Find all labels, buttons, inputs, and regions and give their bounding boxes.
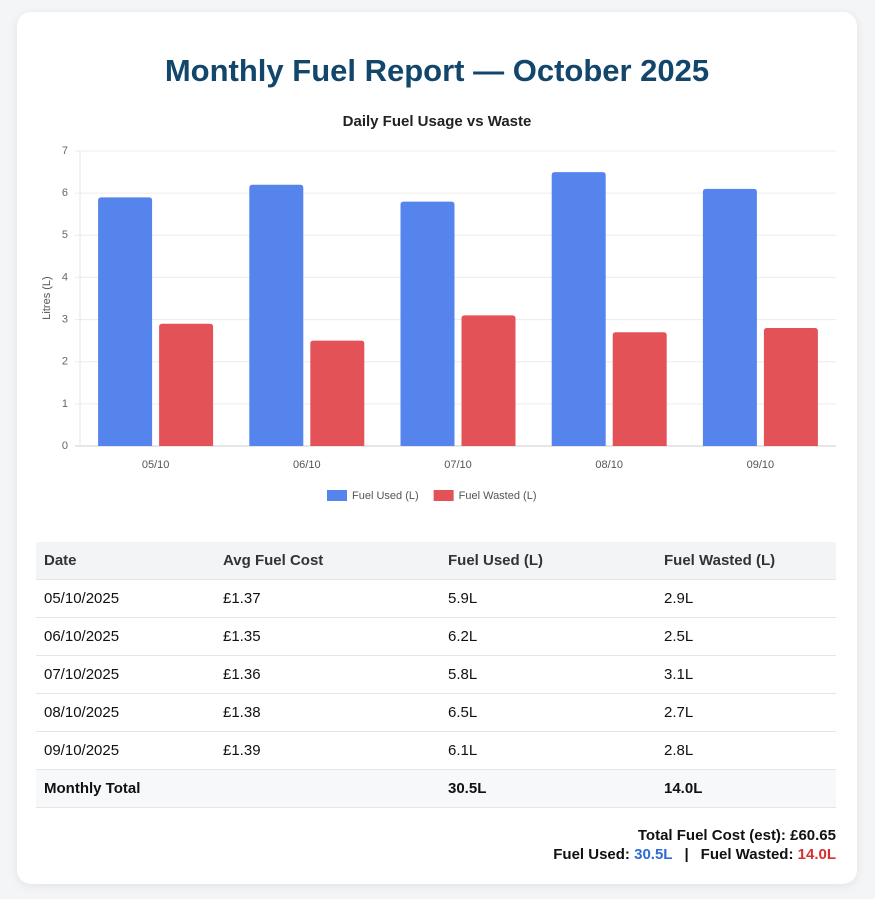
totals-line: Fuel Used: 30.5L | Fuel Wasted: 14.0L	[553, 845, 836, 864]
table-row: 08/10/2025 £1.38 6.5L 2.7L	[36, 693, 836, 732]
total-wasted: 14.0L	[656, 769, 836, 808]
table-row: 05/10/2025 £1.37 5.9L 2.9L	[36, 579, 836, 618]
legend-label: Fuel Used (L)	[352, 490, 419, 502]
table-cell: £1.35	[215, 617, 440, 656]
bar	[159, 323, 214, 446]
bar	[551, 172, 606, 447]
y-tick-label: 3	[62, 313, 68, 325]
table-cell: 3.1L	[656, 655, 836, 694]
column-header: Fuel Used (L)	[440, 542, 656, 580]
wasted-value: 14.0L	[797, 846, 836, 863]
y-tick-label: 2	[62, 356, 68, 368]
bar	[702, 188, 757, 446]
table-cell: 07/10/2025	[36, 655, 215, 694]
table-cell: 6.2L	[440, 617, 656, 656]
table-cell: 06/10/2025	[36, 617, 215, 656]
table-cell: 5.8L	[440, 655, 656, 694]
total-row: Monthly Total 30.5L 14.0L	[36, 769, 836, 808]
table-header: Date Avg Fuel Cost Fuel Used (L) Fuel Waste…	[36, 542, 836, 580]
table-cell: 08/10/2025	[36, 693, 215, 732]
column-header: Date	[36, 542, 215, 580]
used-value: 30.5L	[634, 846, 673, 863]
table-cell: £1.39	[215, 731, 440, 770]
table-cell: 05/10/2025	[36, 579, 215, 618]
table-cell: 09/10/2025	[36, 731, 215, 770]
table-row: 07/10/2025 £1.36 5.8L 3.1L	[36, 655, 836, 694]
chart-title: Daily Fuel Usage vs Waste	[343, 113, 532, 130]
total-used: 30.5L	[440, 769, 656, 808]
table-row: 09/10/2025 £1.39 6.1L 2.8L	[36, 731, 836, 770]
table-cell	[215, 769, 440, 808]
table-row: 06/10/2025 £1.35 6.2L 2.5L	[36, 617, 836, 656]
table-cell: 2.8L	[656, 731, 836, 770]
bar	[461, 315, 516, 446]
table-cell: 2.5L	[656, 617, 836, 656]
table-cell: 2.9L	[656, 579, 836, 618]
bar	[400, 201, 455, 446]
cost-label: Total Fuel Cost (est):	[637, 827, 786, 844]
y-axis-label: Litres (L)	[41, 276, 53, 319]
x-tick-label: 07/10	[444, 459, 472, 471]
column-header: Avg Fuel Cost	[215, 542, 440, 580]
bar	[763, 328, 818, 446]
bar	[612, 332, 667, 446]
table-cell: 5.9L	[440, 579, 656, 618]
used-label: Fuel Used:	[553, 846, 630, 863]
x-tick-label: 06/10	[293, 459, 321, 471]
page-title: Monthly Fuel Report — October 2025	[165, 53, 709, 88]
x-tick-label: 09/10	[747, 459, 775, 471]
summary: Total Fuel Cost (est): £60.65 Fuel Used:…	[553, 826, 836, 864]
cost-value: £60.65	[790, 827, 836, 844]
y-tick-label: 1	[62, 398, 68, 410]
y-tick-label: 4	[62, 271, 68, 283]
wasted-label: Fuel Wasted:	[700, 846, 794, 863]
cost-line: Total Fuel Cost (est): £60.65	[553, 826, 836, 845]
table-cell: £1.38	[215, 693, 440, 732]
y-tick-label: 6	[62, 187, 68, 199]
y-tick-label: 7	[62, 145, 68, 157]
x-tick-label: 08/10	[595, 459, 623, 471]
bar	[98, 197, 153, 446]
column-header: Fuel Wasted (L)	[656, 542, 836, 580]
bar	[310, 340, 365, 446]
legend-label: Fuel Wasted (L)	[459, 490, 537, 502]
chart: Monthly Fuel Report — October 2025 Daily…	[41, 53, 836, 502]
table-cell: £1.36	[215, 655, 440, 694]
separator: |	[684, 846, 689, 863]
table-cell: £1.37	[215, 579, 440, 618]
x-tick-label: 05/10	[142, 459, 170, 471]
legend-swatch	[327, 490, 347, 501]
bar	[249, 184, 304, 446]
legend-swatch	[433, 490, 454, 501]
table-cell: 6.1L	[440, 731, 656, 770]
y-tick-label: 0	[62, 440, 68, 452]
y-tick-label: 5	[62, 229, 68, 241]
total-label: Monthly Total	[36, 769, 215, 808]
data-table: Date Avg Fuel Cost Fuel Used (L) Fuel Waste…	[36, 542, 836, 808]
table-cell: 2.7L	[656, 693, 836, 732]
table-cell: 6.5L	[440, 693, 656, 732]
